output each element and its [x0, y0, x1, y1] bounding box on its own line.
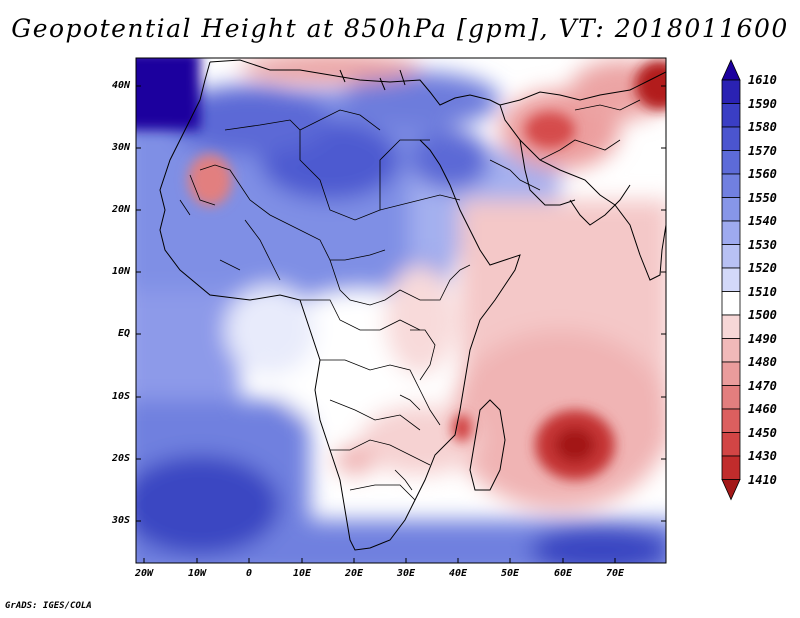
colorbar-level-label: 1480 — [748, 355, 777, 369]
colorbar-min-arrow — [721, 479, 741, 501]
map-frame — [135, 57, 667, 564]
x-tick-label: 30E — [396, 568, 416, 579]
x-tick-label: 50E — [500, 568, 520, 579]
colorbar-swatch — [721, 385, 741, 410]
axis-ticks — [136, 85, 666, 563]
y-tick-label: 20S — [111, 453, 130, 464]
colorbar-swatch — [721, 79, 741, 104]
colorbar-level-label: 1590 — [748, 96, 777, 111]
country-borders — [179, 99, 641, 501]
colorbar-swatch — [721, 220, 741, 245]
x-tick-label: 40E — [448, 568, 468, 579]
x-tick-label: 70E — [605, 568, 625, 579]
x-tick-label: 60E — [553, 568, 573, 579]
colorbar — [721, 59, 741, 501]
colorbar-level-label: 1490 — [748, 331, 777, 346]
credit-label: GrADS: IGES/COLA — [5, 601, 92, 611]
colorbar-level-label: 1530 — [748, 237, 777, 252]
colorbar-swatch — [721, 361, 741, 386]
colorbar-swatch — [721, 103, 741, 128]
x-tick-label: 10E — [292, 568, 312, 579]
y-tick-label: 30S — [111, 515, 130, 526]
colorbar-level-label: 1550 — [748, 190, 777, 205]
y-tick-label: 10S — [111, 391, 130, 402]
x-tick-label: 20W — [134, 568, 154, 579]
y-tick-label: 30N — [111, 142, 130, 153]
colorbar-level-label: 1610 — [748, 73, 777, 87]
colorbar-level-label: 1460 — [748, 402, 777, 416]
colorbar-level-label: 1510 — [748, 284, 777, 299]
x-tick-label: 10W — [187, 568, 207, 579]
height-field — [136, 58, 666, 563]
colorbar-swatch — [721, 126, 741, 151]
y-tick-label: EQ — [117, 328, 130, 339]
colorbar-level-label: 1410 — [748, 472, 777, 487]
colorbar-swatch — [721, 408, 741, 433]
colorbar-level-label: 1430 — [748, 449, 777, 463]
colorbar-swatch — [721, 455, 741, 480]
colorbar-swatch — [721, 338, 741, 363]
colorbar-swatch — [721, 432, 741, 457]
y-tick-label: 10N — [111, 266, 130, 277]
colorbar-level-label: 1470 — [748, 378, 777, 393]
colorbar-level-label: 1560 — [748, 167, 777, 181]
x-tick-label: 20E — [344, 568, 364, 579]
colorbar-swatch — [721, 197, 741, 222]
colorbar-swatch — [721, 150, 741, 175]
y-tick-label: 20N — [111, 204, 130, 215]
colorbar-swatch — [721, 173, 741, 198]
colorbar-level-label: 1570 — [748, 143, 777, 158]
coastlines — [159, 59, 666, 551]
colorbar-swatch — [721, 244, 741, 269]
colorbar-level-label: 1580 — [748, 120, 777, 134]
colorbar-swatch — [721, 267, 741, 292]
map-title: Geopotential Height at 850hPa [gpm], VT:… — [11, 14, 789, 43]
colorbar-level-label: 1520 — [748, 261, 777, 275]
x-tick-label: 0 — [245, 568, 253, 579]
colorbar-level-label: 1540 — [748, 214, 777, 228]
colorbar-swatch — [721, 314, 741, 339]
colorbar-max-arrow — [721, 59, 741, 81]
colorbar-level-label: 1450 — [748, 425, 777, 440]
y-tick-label: 40N — [111, 80, 130, 91]
colorbar-swatch — [721, 291, 741, 316]
colorbar-level-label: 1500 — [748, 308, 777, 322]
